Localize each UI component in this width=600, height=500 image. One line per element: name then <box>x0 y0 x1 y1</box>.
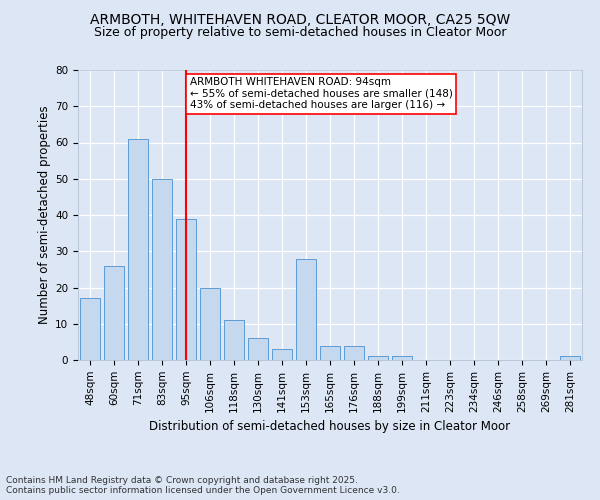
Bar <box>368 356 388 360</box>
Bar <box>128 139 148 360</box>
Text: Contains HM Land Registry data © Crown copyright and database right 2025.
Contai: Contains HM Land Registry data © Crown c… <box>6 476 400 495</box>
Text: ARMBOTH, WHITEHAVEN ROAD, CLEATOR MOOR, CA25 5QW: ARMBOTH, WHITEHAVEN ROAD, CLEATOR MOOR, … <box>90 12 510 26</box>
Bar <box>560 356 580 360</box>
Bar <box>176 218 196 360</box>
Bar <box>224 320 244 360</box>
Bar <box>104 266 124 360</box>
Text: Size of property relative to semi-detached houses in Cleator Moor: Size of property relative to semi-detach… <box>94 26 506 39</box>
Bar <box>80 298 100 360</box>
Bar <box>152 179 172 360</box>
Bar <box>296 258 316 360</box>
Bar <box>272 349 292 360</box>
Y-axis label: Number of semi-detached properties: Number of semi-detached properties <box>38 106 51 324</box>
Text: ARMBOTH WHITEHAVEN ROAD: 94sqm
← 55% of semi-detached houses are smaller (148)
4: ARMBOTH WHITEHAVEN ROAD: 94sqm ← 55% of … <box>190 77 452 110</box>
Bar <box>200 288 220 360</box>
X-axis label: Distribution of semi-detached houses by size in Cleator Moor: Distribution of semi-detached houses by … <box>149 420 511 433</box>
Bar <box>344 346 364 360</box>
Bar <box>248 338 268 360</box>
Bar <box>320 346 340 360</box>
Bar <box>392 356 412 360</box>
